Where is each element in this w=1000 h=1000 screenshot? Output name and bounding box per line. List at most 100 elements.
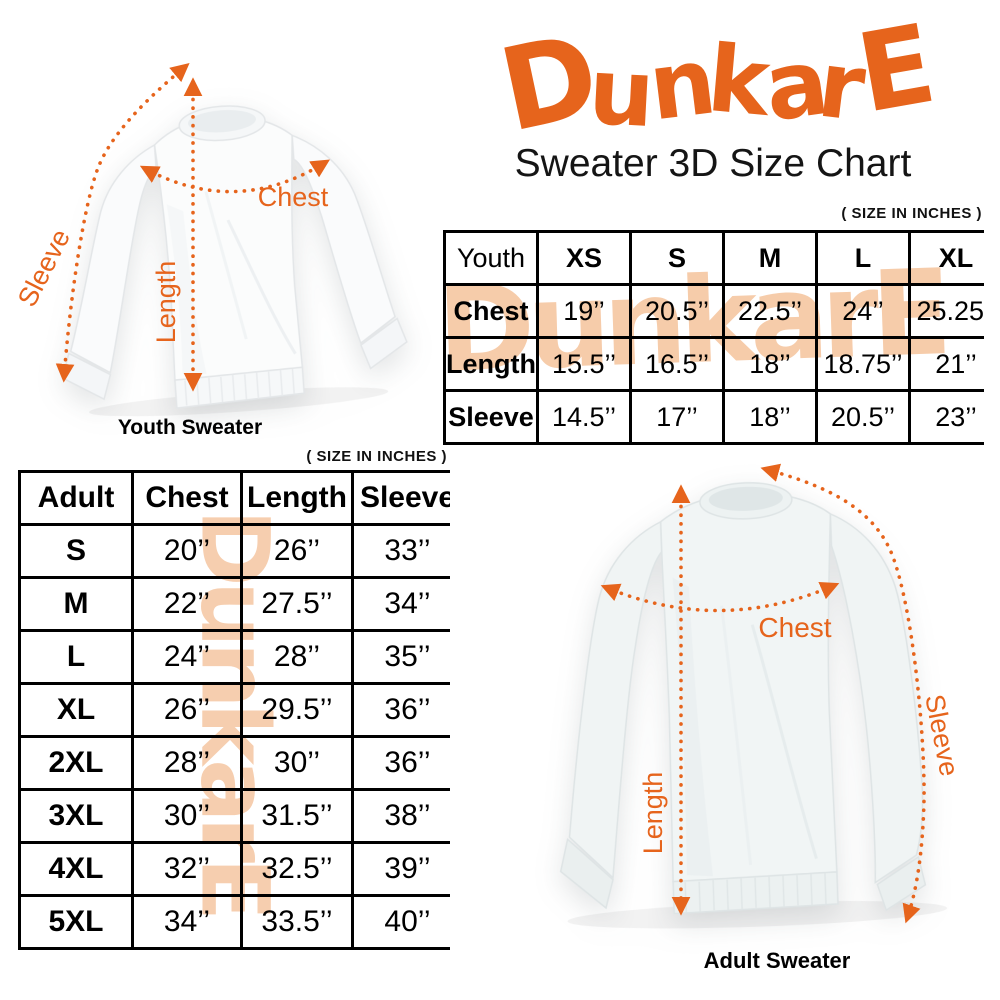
youth-sweater-illustration: Sleeve Length Chest bbox=[0, 40, 440, 440]
youth-chest-label: Chest bbox=[258, 182, 329, 212]
adult-cell: 28’’ bbox=[240, 629, 354, 685]
youth-cell: 24’’ bbox=[815, 283, 911, 339]
table-row: M 22’’ 27.5’’ 34’’ bbox=[18, 576, 450, 632]
adult-cell: 27.5’’ bbox=[240, 576, 354, 632]
youth-sweater-caption: Youth Sweater bbox=[117, 416, 263, 439]
youth-cell: 18’’ bbox=[722, 336, 818, 392]
youth-sweater-right-sleeve bbox=[291, 134, 396, 345]
youth-col-header: XL bbox=[908, 230, 984, 286]
youth-length-label: Length bbox=[151, 261, 181, 344]
adult-col-header: Chest bbox=[131, 470, 243, 526]
brand-logo: DunkarE bbox=[489, 0, 938, 158]
table-row: Chest 19’’ 20.5’’ 22.5’’ 24’’ 25.25’’ bbox=[443, 283, 984, 339]
adult-sweater-illustration: Sleeve Length Chest bbox=[455, 445, 1000, 970]
adult-sleeve-label: Sleeve bbox=[919, 692, 964, 779]
youth-col-header: L bbox=[815, 230, 911, 286]
youth-cell: 20.5’’ bbox=[629, 283, 725, 339]
adult-row-label: XL bbox=[18, 682, 134, 738]
adult-sweater-left-cuff bbox=[559, 837, 614, 910]
youth-cell: 16.5’’ bbox=[629, 336, 725, 392]
youth-cell: 14.5’’ bbox=[536, 389, 632, 445]
youth-sweater-hem bbox=[174, 366, 305, 409]
youth-cell: 19’’ bbox=[536, 283, 632, 339]
table-row: XL 26’’ 29.5’’ 36’’ bbox=[18, 682, 450, 738]
adult-cell: 30’’ bbox=[240, 735, 354, 791]
adult-cell: 29.5’’ bbox=[240, 682, 354, 738]
adult-row-label: 3XL bbox=[18, 788, 134, 844]
adult-cell: 33.5’’ bbox=[240, 894, 354, 950]
table-row: Youth XS S M L XL bbox=[443, 230, 984, 286]
adult-col-header: Sleeve bbox=[351, 470, 450, 526]
table-row: Adult Chest Length Sleeve bbox=[18, 470, 450, 526]
adult-cell: 40’’ bbox=[351, 894, 450, 950]
adult-cell: 38’’ bbox=[351, 788, 450, 844]
youth-col-header: M bbox=[722, 230, 818, 286]
youth-row-label: Length bbox=[443, 336, 539, 392]
youth-measurement-lines bbox=[55, 63, 330, 392]
adult-cell: 26’’ bbox=[131, 682, 243, 738]
adult-size-note: ( SIZE IN INCHES ) bbox=[306, 448, 447, 465]
adult-sweater-right-sleeve bbox=[829, 512, 924, 884]
adult-measurement-lines bbox=[600, 463, 926, 924]
youth-cell: 18.75’’ bbox=[815, 336, 911, 392]
adult-row-label: 4XL bbox=[18, 841, 134, 897]
table-row: Length 15.5’’ 16.5’’ 18’’ 18.75’’ 21’’ bbox=[443, 336, 984, 392]
adult-row-label: 5XL bbox=[18, 894, 134, 950]
table-row: L 24’’ 28’’ 35’’ bbox=[18, 629, 450, 685]
youth-cell: 17’’ bbox=[629, 389, 725, 445]
adult-cell: 32’’ bbox=[131, 841, 243, 897]
youth-col-header: S bbox=[629, 230, 725, 286]
youth-size-table-block: DunkarE Youth XS S M L XL Chest 19’’ 20.… bbox=[443, 230, 984, 446]
adult-row-label: 2XL bbox=[18, 735, 134, 791]
adult-col-header: Adult bbox=[18, 470, 134, 526]
youth-row-label: Sleeve bbox=[443, 389, 539, 445]
adult-row-label: M bbox=[18, 576, 134, 632]
adult-sleeve-measure-line bbox=[760, 463, 926, 924]
adult-row-label: S bbox=[18, 523, 134, 579]
table-row: 3XL 30’’ 31.5’’ 38’’ bbox=[18, 788, 450, 844]
adult-cell: 31.5’’ bbox=[240, 788, 354, 844]
youth-col-header: XS bbox=[536, 230, 632, 286]
youth-sweater-drawing bbox=[61, 105, 408, 417]
youth-size-table: Youth XS S M L XL Chest 19’’ 20.5’’ 22.5… bbox=[443, 230, 984, 445]
youth-cell: 20.5’’ bbox=[815, 389, 911, 445]
adult-cell: 34’’ bbox=[131, 894, 243, 950]
youth-cell: 22.5’’ bbox=[722, 283, 818, 339]
adult-cell: 20’’ bbox=[131, 523, 243, 579]
adult-cell: 28’’ bbox=[131, 735, 243, 791]
adult-col-header: Length bbox=[240, 470, 354, 526]
youth-col-header: Youth bbox=[443, 230, 539, 286]
adult-size-table-block: DunkarE Adult Chest Length Sleeve S 20’’… bbox=[18, 470, 450, 954]
adult-cell: 22’’ bbox=[131, 576, 243, 632]
table-row: 5XL 34’’ 33.5’’ 40’’ bbox=[18, 894, 450, 950]
youth-cell: 23’’ bbox=[908, 389, 984, 445]
adult-cell: 39’’ bbox=[351, 841, 450, 897]
adult-cell: 34’’ bbox=[351, 576, 450, 632]
youth-sleeve-measure-line bbox=[55, 63, 190, 383]
adult-length-label: Length bbox=[638, 772, 668, 855]
adult-row-label: L bbox=[18, 629, 134, 685]
youth-sweater-right-cuff bbox=[360, 317, 408, 370]
youth-row-label: Chest bbox=[443, 283, 539, 339]
youth-sleeve-label: Sleeve bbox=[12, 224, 76, 311]
adult-cell: 26’’ bbox=[240, 523, 354, 579]
adult-cell: 33’’ bbox=[351, 523, 450, 579]
adult-cell: 35’’ bbox=[351, 629, 450, 685]
adult-chest-label: Chest bbox=[758, 612, 831, 643]
adult-cell: 32.5’’ bbox=[240, 841, 354, 897]
table-row: S 20’’ 26’’ 33’’ bbox=[18, 523, 450, 579]
youth-sweater-svg: Sleeve Length Chest bbox=[12, 63, 408, 417]
adult-cell: 24’’ bbox=[131, 629, 243, 685]
youth-cell: 25.25’’ bbox=[908, 283, 984, 339]
table-row: 2XL 28’’ 30’’ 36’’ bbox=[18, 735, 450, 791]
adult-sweater-svg: Sleeve Length Chest bbox=[559, 463, 964, 929]
adult-sweater-caption: Adult Sweater bbox=[703, 948, 851, 973]
adult-cell: 30’’ bbox=[131, 788, 243, 844]
adult-cell: 36’’ bbox=[351, 735, 450, 791]
youth-cell: 18’’ bbox=[722, 389, 818, 445]
adult-cell: 36’’ bbox=[351, 682, 450, 738]
table-row: Sleeve 14.5’’ 17’’ 18’’ 20.5’’ 23’’ bbox=[443, 389, 984, 445]
adult-size-table: Adult Chest Length Sleeve S 20’’ 26’’ 33… bbox=[18, 470, 450, 950]
youth-cell: 21’’ bbox=[908, 336, 984, 392]
table-row: 4XL 32’’ 32.5’’ 39’’ bbox=[18, 841, 450, 897]
